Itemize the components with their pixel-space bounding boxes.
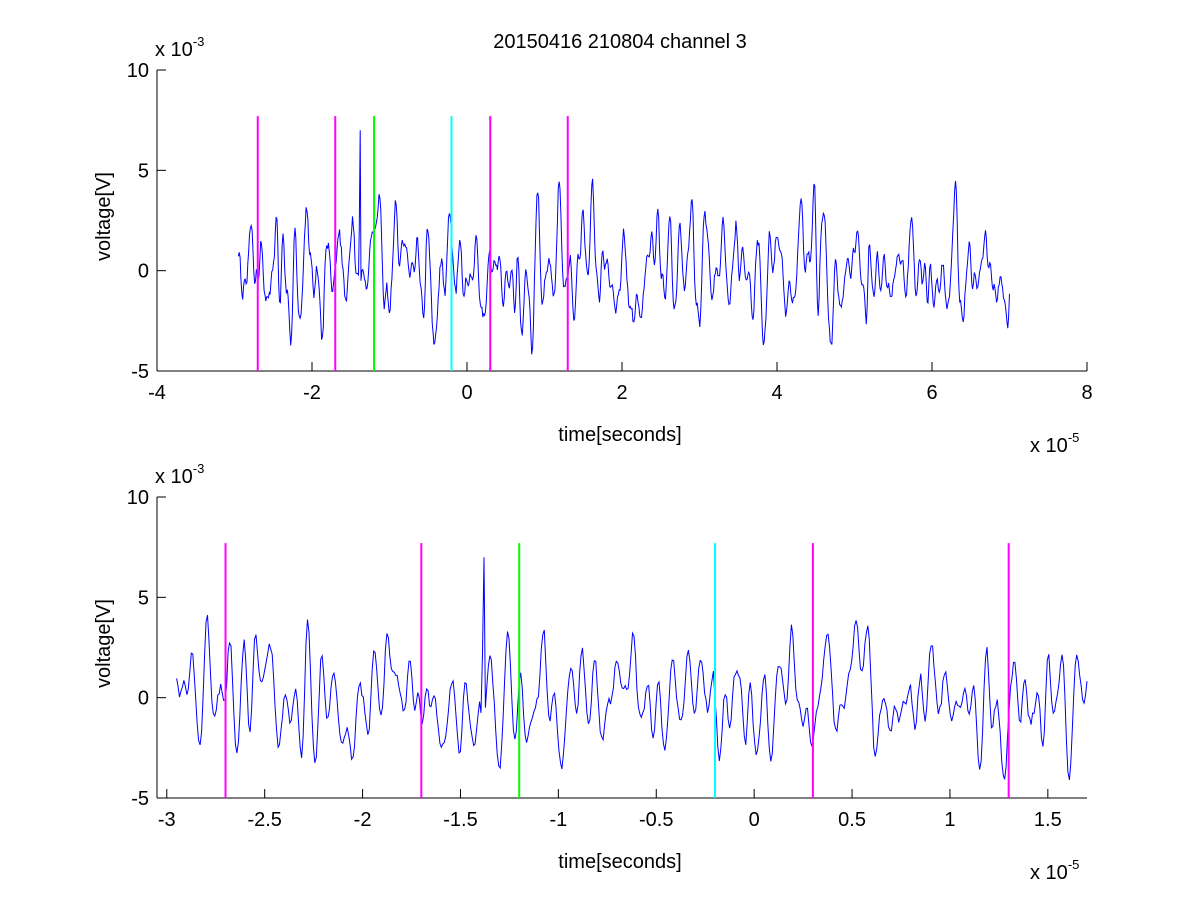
x-tick-label: -3 — [158, 809, 176, 831]
x-exponent-annotation: x 10-5 — [1030, 857, 1079, 884]
x-axis-label: time[seconds] — [558, 424, 681, 446]
top-plot: -4 -2 0 2 4 6 8 -5 0 5 10 time[seconds] voltage[V] x … — [93, 34, 1093, 457]
y-exponent-annotation: x 10-3 — [155, 34, 204, 61]
bottom-plot: -3 -2.5 -2 -1.5 -1 -0.5 0 0.5 1 1.5 -5 0 5 10 time[sec… — [93, 461, 1088, 884]
x-exponent-power: -5 — [1068, 430, 1080, 445]
x-exponent-base: x 10 — [1030, 435, 1068, 457]
figure-title: 20150416 210804 channel 3 — [493, 31, 747, 53]
x-tick-label: 4 — [771, 382, 782, 404]
x-tick-label: 8 — [1081, 382, 1092, 404]
x-tick-label: -4 — [148, 382, 166, 404]
y-exponent-annotation: x 10-3 — [155, 461, 204, 488]
y-tick-label: 5 — [138, 160, 149, 182]
y-tick-label: -5 — [131, 788, 149, 810]
x-tick-label: 0 — [461, 382, 472, 404]
y-tick-label: 0 — [138, 688, 149, 710]
y-exponent-base: x 10 — [155, 39, 193, 61]
x-tick-label: -2.5 — [247, 809, 281, 831]
x-exponent-base: x 10 — [1030, 862, 1068, 884]
x-tick-label: -1 — [549, 809, 567, 831]
x-tick-label: -0.5 — [639, 809, 673, 831]
x-exponent-power: -5 — [1068, 857, 1080, 872]
x-tick-label: 2 — [616, 382, 627, 404]
y-exponent-power: -3 — [193, 34, 205, 49]
signal-trace — [237, 130, 1010, 355]
y-exponent-power: -3 — [193, 461, 205, 476]
y-axis-label: voltage[V] — [93, 599, 115, 688]
y-axis-label: voltage[V] — [93, 172, 115, 261]
x-tick-label: 0 — [749, 809, 760, 831]
x-exponent-annotation: x 10-5 — [1030, 430, 1079, 457]
x-tick-label: -2 — [303, 382, 321, 404]
y-tick-label: 10 — [127, 487, 149, 509]
signal-trace — [176, 557, 1088, 780]
y-tick-label: 10 — [127, 60, 149, 82]
y-tick-label: -5 — [131, 361, 149, 383]
y-tick-label: 0 — [138, 261, 149, 283]
x-tick-label: -1.5 — [443, 809, 477, 831]
y-exponent-base: x 10 — [155, 466, 193, 488]
x-tick-label: 0.5 — [838, 809, 866, 831]
x-tick-label: 1.5 — [1034, 809, 1062, 831]
x-tick-label: -2 — [354, 809, 372, 831]
x-tick-label: 1 — [944, 809, 955, 831]
x-tick-label: 6 — [926, 382, 937, 404]
y-tick-label: 5 — [138, 587, 149, 609]
x-axis-label: time[seconds] — [558, 851, 681, 873]
